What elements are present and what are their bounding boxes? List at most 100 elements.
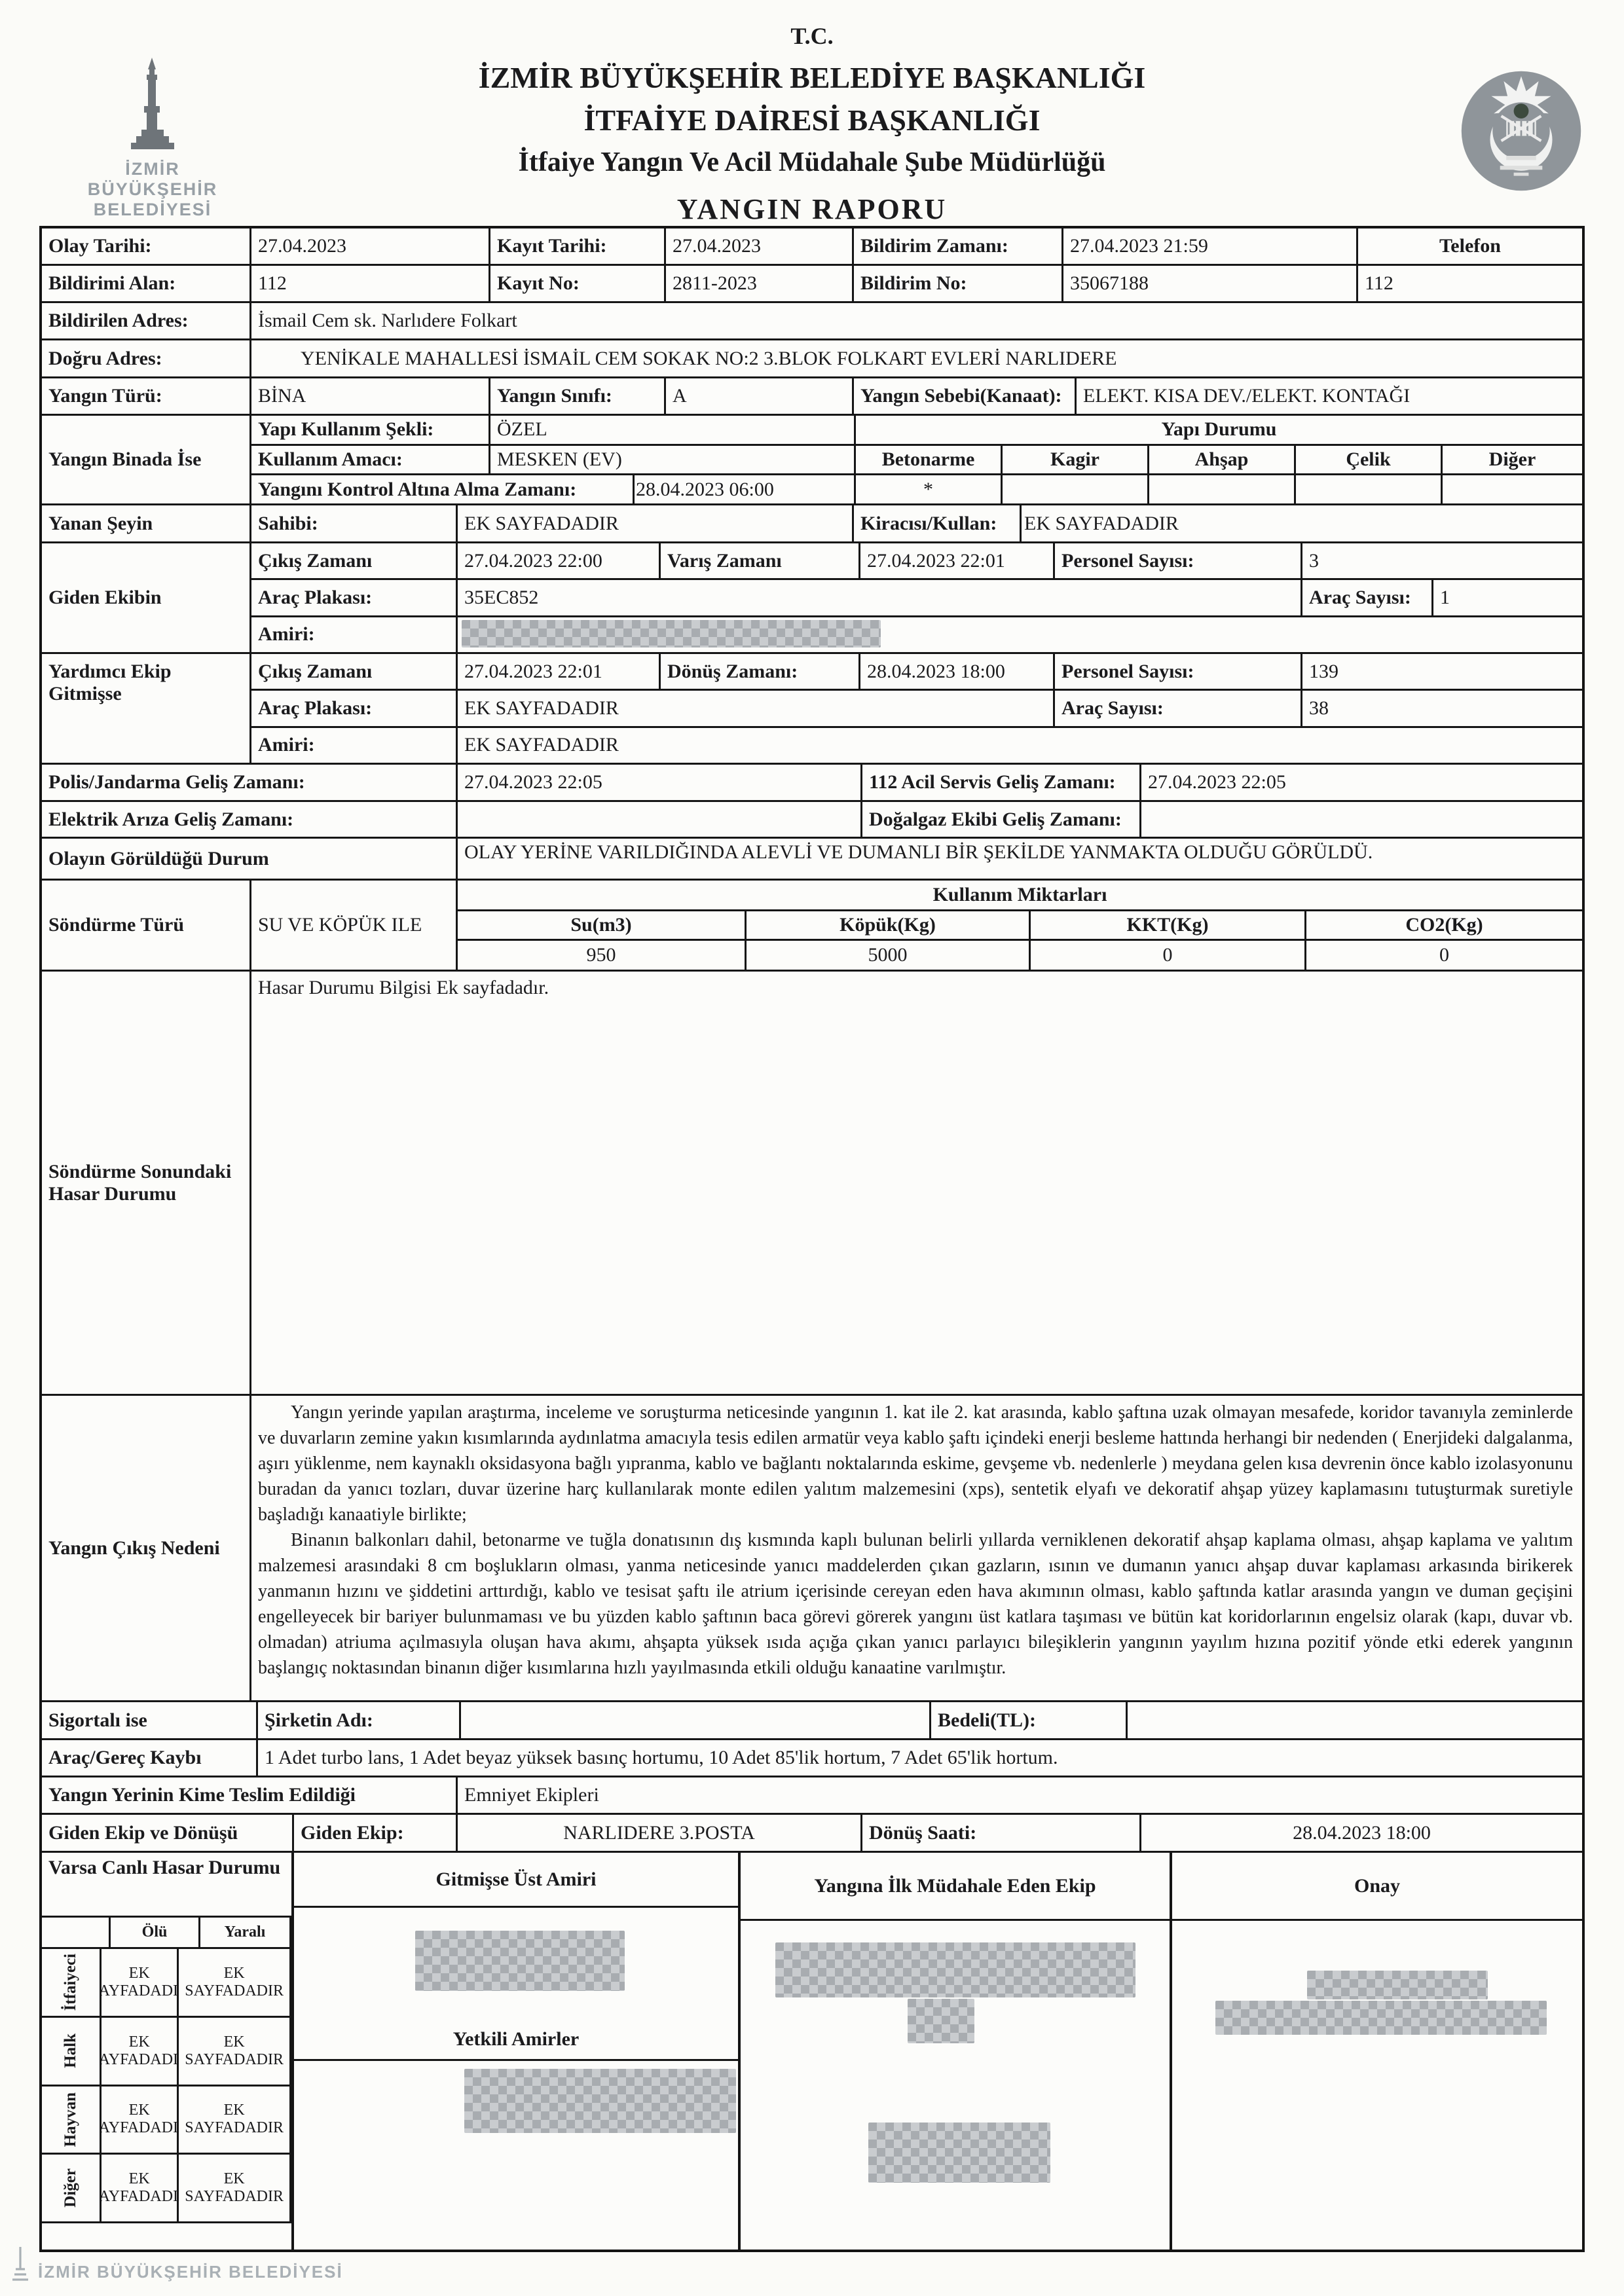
- giden-amiri-row: Amiri:: [251, 617, 1582, 652]
- hasar-durumu-value: Hasar Durumu Bilgisi Ek sayfadadır.: [258, 977, 549, 998]
- mudahale-header: Yangına İlk Müdahale Eden Ekip: [741, 1853, 1170, 1921]
- canli-hasar-col: Varsa Canlı Hasar Durumu Ölü Yaralı İtfa…: [42, 1853, 294, 2250]
- sirket-adi-value: [461, 1702, 931, 1738]
- bildirim-zamani-value: 27.04.2023 21:59: [1063, 228, 1358, 264]
- neden-paragraph-1: Yangın yerinde yapılan araştırma, incele…: [258, 1402, 1573, 1525]
- yardimci-personel-value: 139: [1309, 660, 1338, 682]
- bildirimi-alan-label: Bildirimi Alan:: [42, 266, 251, 301]
- col-kkt: KKT(Kg): [1031, 911, 1306, 939]
- arac-gerec-kaybi-value: 1 Adet turbo lans, 1 Adet beyaz yüksek b…: [265, 1747, 1058, 1768]
- yardimci-ekip-label: Yardımcı Ekip Gitmişse: [42, 654, 251, 763]
- yetkili-amirler-header: Yetkili Amirler: [294, 2019, 738, 2061]
- canli-header-row: Ölü Yaralı: [42, 1918, 291, 1949]
- kullanim-miktarlari-header-row: Kullanım Miktarları: [458, 881, 1582, 911]
- kiraci-label: Kiracısı/Kullan:: [854, 505, 1022, 541]
- redaction-block: [462, 619, 881, 647]
- section-sondurme-turu: Söndürme Türü SU VE KÖPÜK ILE Kullanım M…: [42, 881, 1582, 972]
- row-bildirimi-alan: Bildirimi Alan: 112 Kayıt No: 2811-2023 …: [42, 266, 1582, 303]
- hayvan-olu: EK SAYFADADIR: [101, 2086, 179, 2153]
- section-giden-ekibin: Giden Ekibin Çıkış Zamanı 27.04.2023 22:…: [42, 543, 1582, 654]
- yapi-durumu-cols-row: Betonarme Kagir Ahşap Çelik Diğer: [856, 445, 1582, 476]
- telefon-value: 112: [1365, 272, 1393, 294]
- redaction-mudahale-2: [908, 1999, 974, 2043]
- teslim-value: Emniyet Ekipleri: [464, 1784, 599, 1806]
- kullanim-amaci-row: Kullanım Amacı: MESKEN (EV): [251, 445, 854, 476]
- dogalgaz-label: Doğalgaz Ekibi Geliş Zamanı:: [862, 802, 1141, 837]
- logo-line-3: BELEDİYESİ: [93, 200, 212, 219]
- fire-department-seal-icon: [1459, 68, 1583, 197]
- col-kopuk: Köpük(Kg): [747, 911, 1031, 939]
- kiraci-value: EK SAYFADADIR: [1024, 512, 1179, 534]
- giden-arac-sayisi-value: 1: [1440, 586, 1450, 608]
- kullanim-values-row: 950 5000 0 0: [458, 941, 1582, 970]
- bildirimi-alan-value: 112: [251, 266, 490, 301]
- col-kagir: Kagir: [1003, 445, 1149, 474]
- row-giden-ekip-donusu: Giden Ekip ve Dönüşü Giden Ekip: NARLIDE…: [42, 1815, 1582, 1853]
- polis-value: 27.04.2023 22:05: [458, 765, 862, 800]
- kayit-tarihi-value: 27.04.2023: [666, 228, 854, 264]
- yapi-kullanim-label: Yapı Kullanım Şekli:: [251, 416, 490, 444]
- signatures-block: Varsa Canlı Hasar Durumu Ölü Yaralı İtfa…: [42, 1853, 1582, 2250]
- giden-arac-sayisi-label: Araç Sayısı:: [1302, 580, 1433, 615]
- canli-corner-cell: [42, 1918, 111, 1947]
- sondurme-turu-label: Söndürme Türü: [42, 881, 251, 970]
- sahibi-value: EK SAYFADADIR: [458, 505, 854, 541]
- yapi-kullanim-value: ÖZEL: [497, 418, 547, 441]
- letterhead-org2: İTFAİYE DAİRESİ BAŞKANLIĞI: [583, 103, 1041, 137]
- municipality-logo: İZMİR BÜYÜKŞEHİR BELEDİYESİ: [77, 58, 228, 220]
- itfaiyeci-olu: EK SAYFADADIR: [101, 1949, 179, 2016]
- olay-tarihi-label: Olay Tarihi:: [42, 228, 251, 264]
- col-ahsap: Ahşap: [1149, 445, 1296, 474]
- letterhead-org1: İZMİR BÜYÜKŞEHİR BELEDİYE BAŞKANLIĞI: [478, 61, 1146, 94]
- col-su: Su(m3): [458, 911, 747, 939]
- col-betonarme: Betonarme: [856, 445, 1003, 474]
- giden-personel-value: 3: [1309, 549, 1319, 572]
- onay-col: Onay: [1172, 1853, 1582, 2250]
- yapi-durumu-values-row: *: [856, 475, 1582, 504]
- canli-hasar-label: Varsa Canlı Hasar Durumu: [48, 1857, 281, 1878]
- yangin-sebebi-value: ELEKT. KISA DEV./ELEKT. KONTAĞI: [1083, 385, 1411, 407]
- ust-amiri-header: Gitmişse Üst Amiri: [294, 1853, 738, 1908]
- diger-mark: [1443, 475, 1582, 503]
- dogru-adres-label: Doğru Adres:: [42, 340, 251, 376]
- redaction-ust-amiri: [415, 1931, 625, 1991]
- kayit-tarihi-label: Kayıt Tarihi:: [490, 228, 666, 264]
- giden-ekibin-label: Giden Ekibin: [42, 543, 251, 652]
- canli-row-diger: Diğer EK SAYFADADIR EK SAYFADADIR: [42, 2155, 291, 2221]
- elektrik-label: Elektrik Arıza Geliş Zamanı:: [42, 802, 458, 837]
- giden-plaka-value: 35EC852: [458, 580, 1302, 615]
- bedeli-label: Bedeli(TL):: [931, 1702, 1128, 1738]
- yangin-cikis-nedeni-text: Yangın yerinde yapılan araştırma, incele…: [251, 1396, 1582, 1700]
- row-label-diger: Diğer: [42, 2155, 102, 2221]
- yardimci-plaka-row: Araç Plakası: EK SAYFADADIR Araç Sayısı:…: [251, 691, 1582, 728]
- giden-cikis-value: 27.04.2023 22:00: [458, 543, 661, 579]
- col-co2: CO2(Kg): [1405, 914, 1483, 936]
- sahibi-label: Sahibi:: [251, 505, 458, 541]
- halk-label: Halk: [62, 2033, 80, 2069]
- varis-label: Varış Zamanı: [661, 543, 860, 579]
- kagir-mark: [1003, 475, 1149, 504]
- olay-durum-label: Olayın Görüldüğü Durum: [42, 839, 458, 879]
- col-celik: Çelik: [1296, 445, 1443, 474]
- row-yanan-seyin: Yanan Şeyin Sahibi: EK SAYFADADIR Kiracı…: [42, 505, 1582, 543]
- yanan-seyin-label: Yanan Şeyin: [42, 505, 251, 541]
- yardimci-plaka-value: EK SAYFADADIR: [458, 691, 1055, 726]
- kontrol-altina-alma-row: Yangını Kontrol Altına Alma Zamanı: 28.0…: [251, 475, 854, 504]
- yardimci-plaka-label: Araç Plakası:: [251, 691, 458, 726]
- redaction-onay-1: [1307, 1971, 1488, 1999]
- giden-ekip-label: Giden Ekip:: [294, 1815, 458, 1851]
- sigortali-ise-label: Sigortalı ise: [42, 1702, 258, 1738]
- polis-label: Polis/Jandarma Geliş Zamanı:: [42, 765, 458, 800]
- footer-brand: İZMİR BÜYÜKŞEHİR BELEDİYESİ: [9, 2246, 343, 2286]
- row-arac-gerec-kaybi: Araç/Gereç Kaybı 1 Adet turbo lans, 1 Ad…: [42, 1740, 1582, 1777]
- yangin-turu-value: BİNA: [251, 378, 490, 414]
- row-olay-tarihi: Olay Tarihi: 27.04.2023 Kayıt Tarihi: 27…: [42, 228, 1582, 266]
- mudahale-col: Yangına İlk Müdahale Eden Ekip: [741, 1853, 1172, 2250]
- canli-row-halk: Halk EK SAYFADADIR EK SAYFADADIR: [42, 2017, 291, 2086]
- hayvan-yarali: EK SAYFADADIR: [179, 2086, 291, 2153]
- co2-value: 0: [1439, 944, 1449, 966]
- ahsap-mark: [1149, 475, 1296, 504]
- kopuk-value: 5000: [747, 941, 1031, 970]
- kontrol-altina-alma-label: Yangını Kontrol Altına Alma Zamanı:: [251, 475, 635, 504]
